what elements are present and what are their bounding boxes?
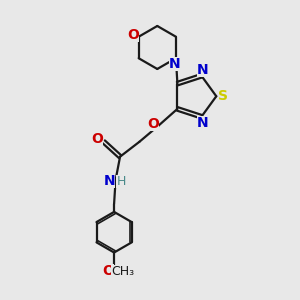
Text: O: O bbox=[147, 117, 159, 131]
Text: H: H bbox=[116, 175, 126, 188]
Text: CH₃: CH₃ bbox=[112, 265, 135, 278]
Text: N: N bbox=[197, 116, 209, 130]
Text: O: O bbox=[91, 132, 103, 146]
Text: O: O bbox=[127, 28, 139, 42]
Text: N: N bbox=[104, 174, 116, 188]
Text: S: S bbox=[218, 89, 228, 103]
Text: N: N bbox=[169, 57, 180, 71]
Text: N: N bbox=[197, 63, 209, 77]
Text: O: O bbox=[102, 264, 114, 278]
